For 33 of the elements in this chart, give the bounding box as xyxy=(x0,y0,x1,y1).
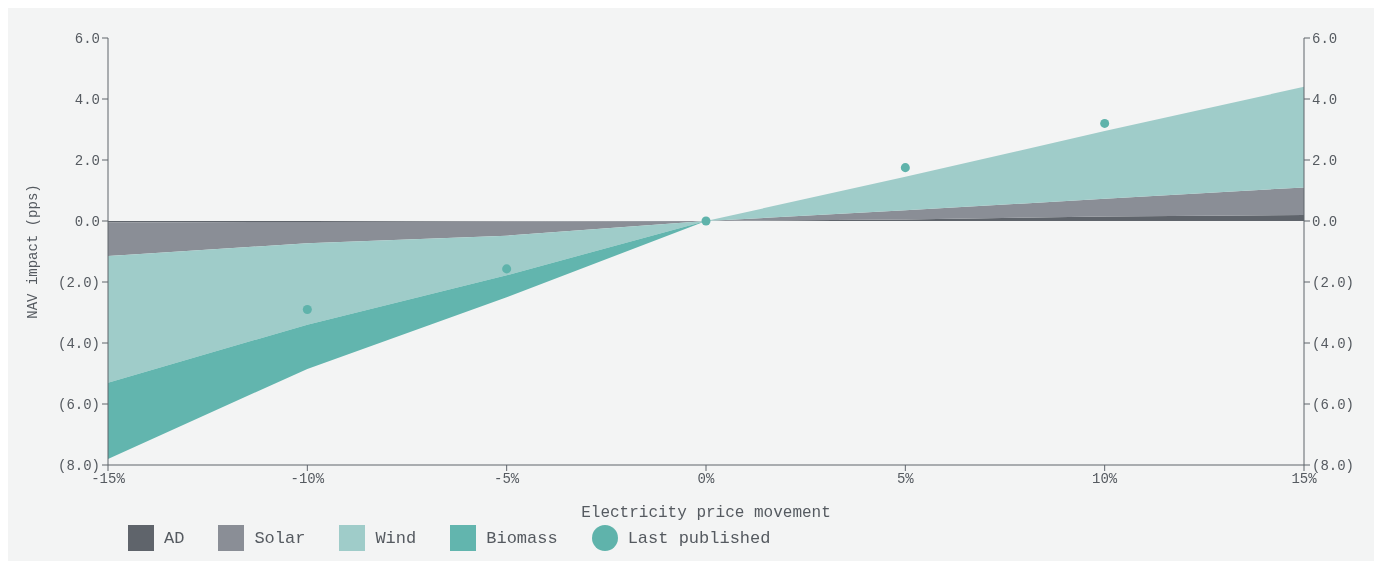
y2-tick-label: 0.0 xyxy=(1312,213,1338,230)
legend-label: Last published xyxy=(627,528,771,548)
y-tick-label: (8.0) xyxy=(57,457,100,474)
y-tick-label: (6.0) xyxy=(57,396,100,413)
y2-tick-label: 6.0 xyxy=(1312,30,1338,47)
point xyxy=(1100,118,1110,128)
legend-label: AD xyxy=(164,528,185,548)
x-tick-label: -10% xyxy=(290,470,325,487)
x-tick-label: 5% xyxy=(896,470,915,487)
point xyxy=(302,304,312,314)
legend-label: Biomass xyxy=(486,528,558,548)
legend-label: Solar xyxy=(254,528,306,548)
y2-tick-label: (2.0) xyxy=(1312,274,1355,291)
x-axis-title: Electricity price movement xyxy=(581,504,831,522)
point xyxy=(502,264,512,274)
y-tick-label: 4.0 xyxy=(74,91,100,108)
y2-tick-label: 2.0 xyxy=(1312,152,1338,169)
y2-tick-label: 4.0 xyxy=(1312,91,1338,108)
y-tick-label: 2.0 xyxy=(74,152,100,169)
y-axis-title: NAV impact (pps) xyxy=(24,184,41,319)
point xyxy=(701,216,711,226)
x-tick-label: 10% xyxy=(1092,470,1118,487)
x-tick-label: 0% xyxy=(697,470,715,487)
y-tick-label: (2.0) xyxy=(57,274,100,291)
y-tick-label: 0.0 xyxy=(74,213,100,230)
y-tick-label: (4.0) xyxy=(57,335,100,352)
y2-tick-label: (6.0) xyxy=(1312,396,1355,413)
y-tick-label: 6.0 xyxy=(74,30,100,47)
x-tick-label: -5% xyxy=(494,470,520,487)
point xyxy=(900,163,910,173)
legend-label: Wind xyxy=(375,528,417,548)
y2-tick-label: (8.0) xyxy=(1312,457,1355,474)
y2-tick-label: (4.0) xyxy=(1312,335,1355,352)
